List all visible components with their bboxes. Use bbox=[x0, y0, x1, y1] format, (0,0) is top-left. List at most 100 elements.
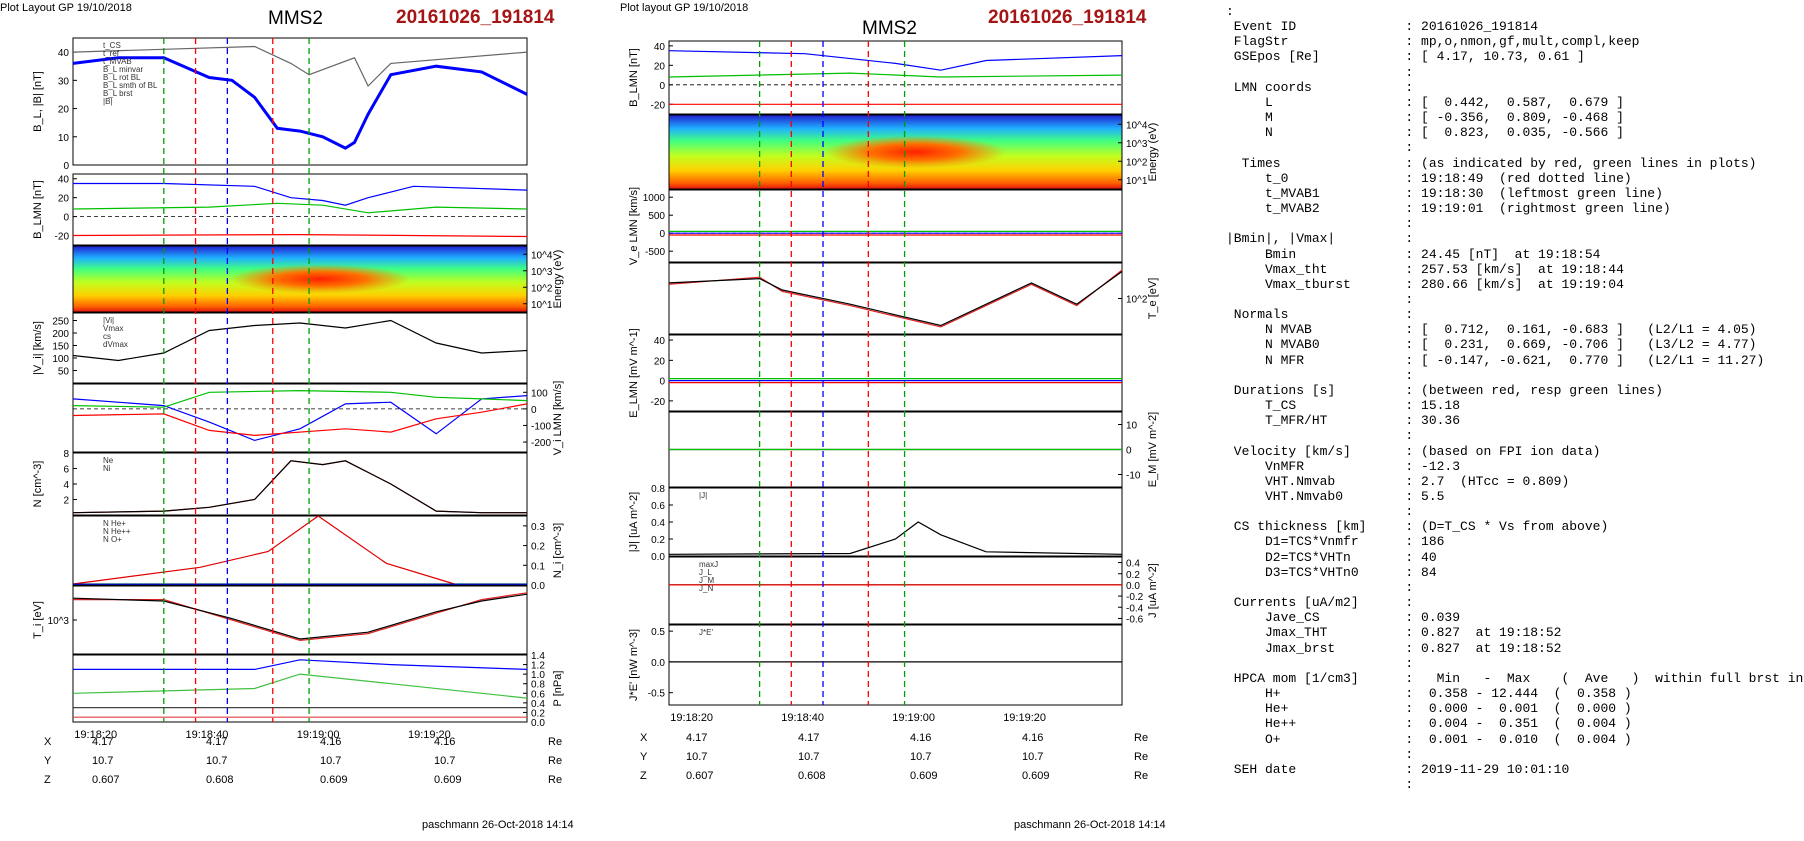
left-legend-entry: |B| bbox=[103, 97, 113, 106]
left-legend-entry: dVmax bbox=[103, 340, 128, 349]
middle-legend-entry: J_M bbox=[699, 576, 714, 585]
ephem-cell: 4.17 bbox=[686, 731, 708, 744]
ephem-cell: 0.607 bbox=[92, 773, 120, 786]
info-line: LMN coords : bbox=[1226, 79, 1414, 95]
middle-ytick-label: 10^2 bbox=[1126, 157, 1148, 168]
left-ytick-label: 10^3 bbox=[531, 267, 553, 278]
left-ytick-label: 150 bbox=[52, 342, 69, 353]
left-time-tick-label: 19:18:40 bbox=[186, 729, 229, 741]
left-ytick-label: 0.3 bbox=[531, 522, 545, 533]
left-ytick-label: 2 bbox=[63, 496, 69, 507]
info-line: : bbox=[1226, 579, 1414, 595]
left-ytick-label: -100 bbox=[531, 421, 551, 432]
info-line: N MFR : [ -0.147, -0.621, 0.770 ] (L2/L1… bbox=[1226, 352, 1765, 368]
left-series-line bbox=[72, 202, 528, 214]
ephem-row-y: Y 10.7 10.7 10.7 10.7 Re bbox=[640, 747, 1148, 766]
left-legend-entry: N O+ bbox=[103, 535, 122, 544]
left-legend-entry: Ni bbox=[103, 464, 111, 473]
left-ytick-label: 0.0 bbox=[531, 718, 545, 729]
middle-ytick-label: 0.4 bbox=[1126, 559, 1140, 570]
left-legend-entry: B_L brst bbox=[103, 89, 133, 98]
info-line: Velocity [km/s] : (based on FPI ion data… bbox=[1226, 443, 1601, 459]
left-axis-label: T_i [eV] bbox=[32, 601, 44, 639]
info-line: T_CS : 15.18 bbox=[1226, 398, 1461, 414]
middle-panel-frame bbox=[668, 189, 1123, 263]
info-line: Durations [s] : (between red, resp green… bbox=[1226, 382, 1663, 398]
middle-ytick-label: -0.5 bbox=[648, 689, 666, 700]
info-line: Jmax_THT : 0.827 at 19:18:52 bbox=[1226, 625, 1562, 641]
left-ytick-label: 0.8 bbox=[531, 680, 545, 691]
middle-panel-frame bbox=[668, 556, 1123, 625]
left-legend-entry: N He+ bbox=[103, 519, 126, 528]
info-line: t_MVAB2 : 19:19:01 (rightmost green line… bbox=[1226, 201, 1671, 217]
info-line: Currents [uA/m2] : bbox=[1226, 595, 1414, 611]
middle-axis-label: V_e LMN [km/s] bbox=[628, 187, 640, 265]
ephem-unit: Re bbox=[548, 773, 563, 786]
left-series-line bbox=[72, 460, 527, 514]
ephem-row-z: Z 0.607 0.608 0.609 0.609 Re bbox=[640, 766, 1148, 785]
event-info-text: : Event ID : 20161026_191814 FlagStr : m… bbox=[1226, 4, 1804, 792]
middle-ytick-label: 10 bbox=[1126, 421, 1138, 432]
left-panel-frame bbox=[72, 383, 528, 453]
left-ytick-label: 0.2 bbox=[531, 708, 545, 719]
info-line: |Bmin|, |Vmax| : bbox=[1226, 231, 1414, 247]
left-axis-label: V_i LMN [km/s] bbox=[552, 381, 564, 456]
left-series-line bbox=[72, 45, 528, 88]
left-ytick-label: 10^1 bbox=[531, 300, 553, 311]
middle-ytick-label: 10^4 bbox=[1126, 120, 1148, 131]
ephem-row-z: Z 0.607 0.608 0.609 0.609 Re bbox=[44, 770, 562, 789]
middle-event-title: 20161026_191814 bbox=[988, 7, 1147, 28]
middle-legend-entry: J_N bbox=[699, 584, 713, 593]
left-legend-entry: t_MVAB bbox=[103, 57, 132, 66]
middle-panel-frame bbox=[668, 487, 1123, 557]
middle-ytick-label: 0.6 bbox=[651, 501, 665, 512]
left-axis-label: N [cm^-3] bbox=[32, 461, 44, 508]
middle-legend-entry: J_L bbox=[699, 568, 712, 577]
left-series-line bbox=[72, 673, 528, 699]
left-ytick-label: 10^3 bbox=[48, 616, 70, 627]
middle-ytick-label: 10^2 bbox=[1126, 295, 1148, 306]
middle-legend-entry: J*E' bbox=[699, 628, 713, 637]
left-ytick-label: 0 bbox=[63, 161, 69, 172]
left-legend-entry: t_CS bbox=[103, 41, 121, 50]
middle-ytick-label: 40 bbox=[654, 42, 666, 53]
left-legend-entry: B_L rot BL bbox=[103, 73, 141, 82]
middle-ytick-label: 0.4 bbox=[651, 518, 665, 529]
info-line: D1=TCS*Vnmfr : 186 bbox=[1226, 534, 1445, 550]
left-series-line bbox=[72, 389, 528, 408]
info-line: N : [ 0.823, 0.035, -0.566 ] bbox=[1226, 125, 1624, 141]
info-line: CS thickness [km] : (D=T_CS * Vs from ab… bbox=[1226, 519, 1609, 535]
ephem-cell: 10.7 bbox=[798, 750, 820, 763]
left-legend-entry: Vmax bbox=[103, 324, 123, 333]
middle-spectrogram-hotspot bbox=[824, 135, 1007, 169]
middle-header: Plot layout GP 19/10/2018 bbox=[620, 2, 749, 14]
info-line: L : [ 0.442, 0.587, 0.679 ] bbox=[1226, 94, 1624, 110]
info-line: He+ : 0.000 - 0.001 ( 0.000 ) bbox=[1226, 701, 1632, 717]
ephem-cell: 0.607 bbox=[686, 769, 714, 782]
left-ytick-label: 20 bbox=[58, 105, 70, 116]
ephem-cell: 0.608 bbox=[798, 769, 826, 782]
middle-series-line bbox=[668, 521, 1123, 555]
left-ytick-label: 1.2 bbox=[531, 661, 545, 672]
middle-axis-label: J [uA m^-2] bbox=[1147, 563, 1159, 618]
left-ytick-label: 10^2 bbox=[531, 283, 553, 294]
middle-ytick-label: 0.0 bbox=[651, 658, 665, 669]
left-legend-entry: Ne bbox=[103, 456, 114, 465]
middle-ytick-label: 20 bbox=[654, 61, 666, 72]
middle-ytick-label: 500 bbox=[648, 211, 665, 222]
ephem-cell: 4.16 bbox=[320, 735, 342, 748]
ephem-cell: 4.17 bbox=[206, 735, 228, 748]
left-ytick-label: 0 bbox=[531, 405, 537, 416]
info-line: : bbox=[1226, 140, 1414, 156]
middle-time-tick-label: 19:18:40 bbox=[781, 712, 824, 724]
middle-series-line bbox=[668, 50, 1123, 71]
middle-ytick-label: -500 bbox=[645, 247, 665, 258]
middle-ytick-label: -20 bbox=[651, 100, 666, 111]
left-axis-label: |V_i| [km/s] bbox=[32, 321, 44, 375]
info-line: M : [ -0.356, 0.809, -0.468 ] bbox=[1226, 110, 1624, 126]
info-line: T_MFR/HT : 30.36 bbox=[1226, 413, 1461, 429]
left-ytick-label: 0.1 bbox=[531, 561, 545, 572]
info-line: : bbox=[1226, 655, 1414, 671]
left-spacecraft-title: MMS2 bbox=[268, 8, 323, 29]
left-ytick-label: 1.0 bbox=[531, 670, 545, 681]
